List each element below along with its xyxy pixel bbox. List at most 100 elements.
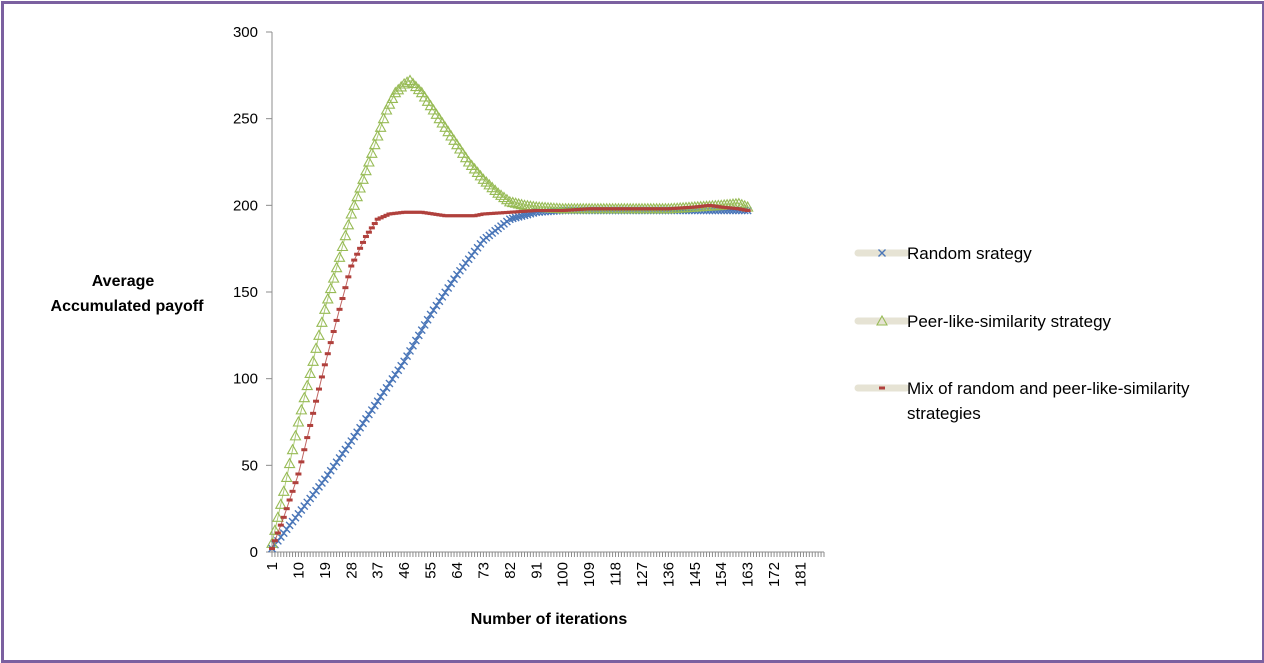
- series-1-point: [406, 346, 414, 355]
- series-2-point: [348, 199, 361, 210]
- axes-layer: 0 50 100 150 200 250 300 1 10 19 28 37 46 55 64 73 82 91 1…: [233, 24, 825, 587]
- series-2-point: [271, 511, 284, 522]
- series-3-point: [333, 318, 340, 322]
- x-tick-label: 145: [687, 562, 704, 587]
- series-3-line: [271, 204, 748, 549]
- legend-marker-1: [878, 249, 886, 257]
- series-3-point: [271, 539, 278, 543]
- series-1-point: [332, 458, 341, 467]
- series-1-point: [444, 283, 453, 292]
- y-axis-title-line-2: Accumulated payoff: [51, 298, 205, 315]
- series-1-point: [447, 279, 456, 288]
- series-3-point: [315, 387, 322, 391]
- series-3: [269, 203, 751, 551]
- series-1-point: [391, 370, 400, 379]
- legend-marker-2: [876, 314, 888, 326]
- series-2-point: [304, 367, 317, 379]
- series-2-point: [289, 429, 302, 441]
- series-3-point: [342, 286, 349, 290]
- series-3-point: [360, 240, 367, 244]
- series-1-point: [394, 366, 403, 375]
- series-3-point: [345, 275, 352, 279]
- series-1-point: [370, 401, 379, 410]
- series-2-point: [339, 229, 352, 241]
- y-tick-label: 0: [250, 544, 258, 561]
- series-1-point: [356, 423, 365, 432]
- series-2-point: [321, 292, 334, 304]
- series-1-point: [397, 361, 406, 370]
- series-2-point: [398, 77, 411, 89]
- series-2: [266, 74, 754, 548]
- series-3-point: [327, 341, 334, 345]
- series-2-point: [307, 355, 320, 366]
- series-3-point: [321, 363, 328, 367]
- series-2-point: [295, 403, 308, 415]
- x-tick-label: 109: [581, 562, 598, 587]
- series-3-point: [283, 507, 290, 511]
- series-1-point: [417, 326, 426, 335]
- series-2-point: [506, 196, 519, 208]
- series-1-point: [353, 428, 362, 437]
- series-2-point: [512, 197, 525, 209]
- series-1-point: [344, 441, 353, 450]
- series-2-point: [318, 303, 331, 314]
- series-2-point: [386, 92, 399, 103]
- series-1-point: [414, 331, 423, 340]
- x-tick-label: 136: [660, 562, 677, 587]
- series-2-point: [283, 457, 296, 469]
- x-tick-label: 46: [396, 562, 413, 579]
- x-tick-label: 1: [264, 562, 281, 570]
- series-2-line: [271, 79, 748, 544]
- series-3-point: [368, 226, 375, 230]
- series-1-point: [426, 310, 435, 319]
- series-2-point: [315, 316, 328, 327]
- legend-marker-3: [879, 386, 885, 390]
- x-tick-label: 127: [634, 562, 651, 587]
- series-3-point: [277, 523, 284, 527]
- series-1-point: [350, 432, 359, 441]
- legend-label-3-line-2: strategies: [907, 404, 981, 423]
- series-2-point: [380, 103, 393, 115]
- series-2-point: [495, 189, 507, 200]
- series-2-point: [362, 155, 375, 167]
- series-2-point: [503, 195, 516, 207]
- series-2-point: [342, 218, 355, 230]
- series-3-point: [336, 307, 343, 311]
- series-1-point: [347, 437, 356, 446]
- series-1-point: [364, 410, 373, 419]
- y-tick-label: 50: [241, 457, 258, 474]
- series-1-point: [411, 336, 420, 345]
- series-2-point: [345, 207, 358, 219]
- series-3-point: [357, 246, 364, 250]
- series-3-point: [313, 399, 320, 403]
- legend-label-3-line-1: Mix of random and peer-like-similarity: [907, 379, 1190, 398]
- series-2-point: [509, 197, 522, 208]
- series-2-point: [333, 251, 346, 262]
- series-1-point: [385, 379, 394, 388]
- series-3-point: [310, 411, 317, 415]
- series-3-point: [371, 222, 378, 226]
- series-2-point: [357, 173, 369, 184]
- series-2-point: [336, 240, 349, 252]
- series-3-point: [307, 423, 314, 427]
- series-1-point: [435, 297, 444, 306]
- series-2-point: [377, 112, 390, 124]
- x-tick-label: 28: [343, 562, 360, 579]
- series-1-point: [450, 275, 459, 284]
- series-3-point: [324, 352, 331, 356]
- series-1-point: [373, 397, 382, 406]
- series-1-point: [329, 462, 338, 471]
- series-2-point: [292, 415, 305, 427]
- series-3-point: [292, 481, 299, 485]
- series-2-point: [492, 187, 505, 198]
- series-2-point: [280, 471, 293, 483]
- series-2-point: [277, 485, 290, 496]
- series-1: [268, 206, 752, 553]
- series-1-point: [441, 288, 450, 297]
- x-tick-label: 19: [317, 562, 334, 579]
- series-1-point: [432, 301, 441, 310]
- series-3-point: [295, 472, 302, 476]
- x-tick-label: 73: [475, 562, 492, 579]
- x-tick-label: 82: [502, 562, 519, 579]
- x-tick-label: 100: [555, 562, 572, 587]
